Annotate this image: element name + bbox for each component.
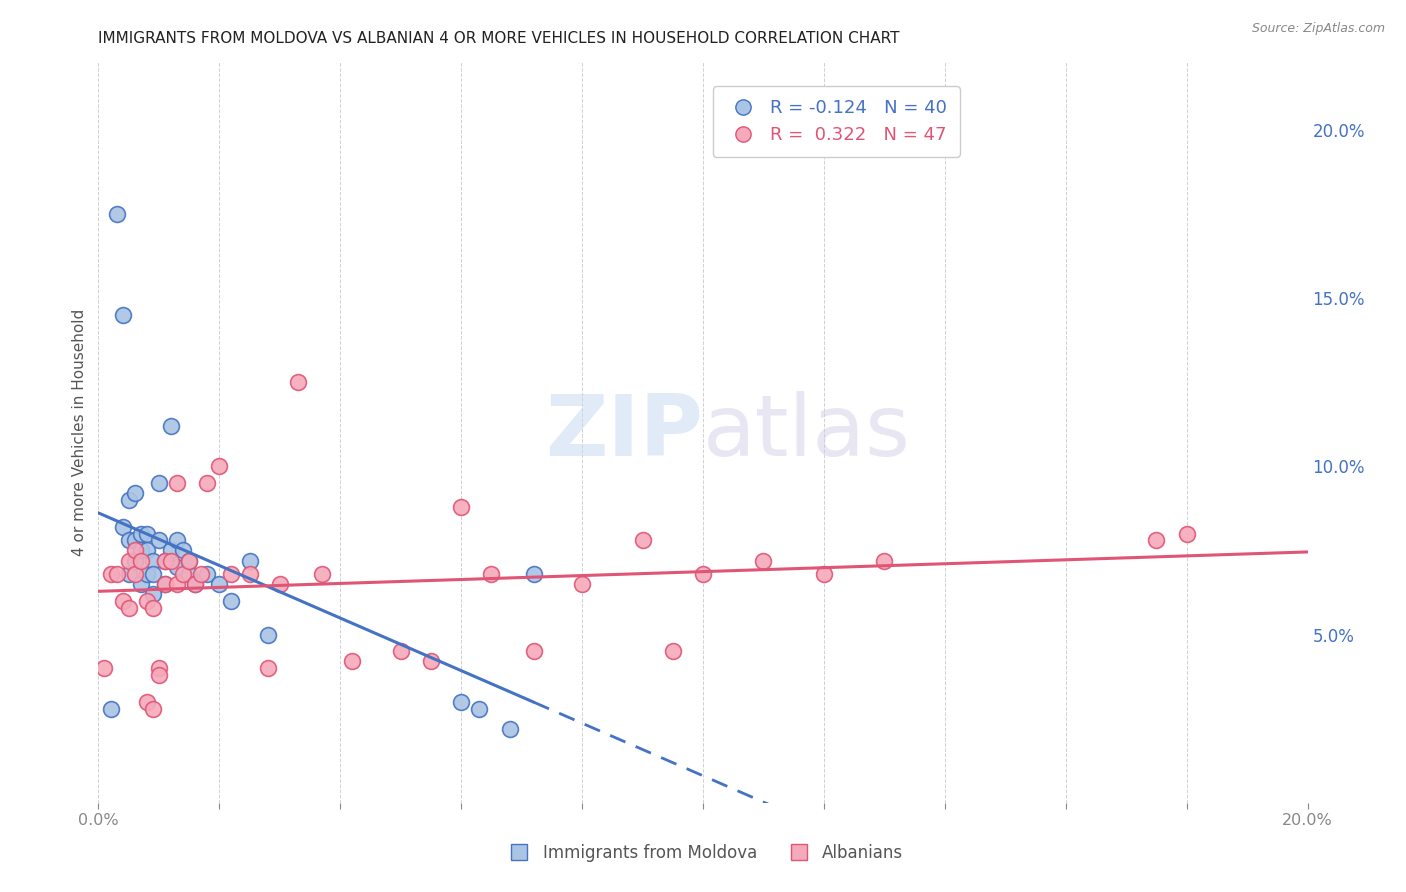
Point [135,695,157,709]
Point [129,553,152,567]
Point [450,500,472,514]
Point [172,543,194,558]
Legend: Immigrants from Moldova, Albanians: Immigrants from Moldova, Albanians [496,838,910,869]
Point [256,661,278,675]
Point [111,308,134,322]
Point [105,566,128,581]
Text: atlas: atlas [703,391,911,475]
Point [752,553,775,567]
Point [221,566,243,581]
Point [873,553,896,567]
Point [148,668,170,682]
Point [148,533,170,548]
Point [179,553,201,567]
Point [160,553,183,567]
Point [142,600,165,615]
Point [135,543,157,558]
Point [195,566,218,581]
Point [129,526,152,541]
Point [124,566,146,581]
Point [111,520,134,534]
Point [135,526,157,541]
Point [118,566,141,581]
Point [179,566,201,581]
Point [1144,533,1167,548]
Point [166,560,188,574]
Y-axis label: 4 or more Vehicles in Household: 4 or more Vehicles in Household [72,309,87,557]
Point [208,577,231,591]
Point [166,476,188,491]
Point [523,644,546,658]
Point [129,577,152,591]
Point [153,577,176,591]
Point [100,701,122,715]
Point [142,553,165,567]
Point [166,533,188,548]
Point [148,476,170,491]
Point [118,492,141,507]
Point [692,566,714,581]
Point [239,553,262,567]
Point [153,553,176,567]
Point [420,655,443,669]
Point [124,543,146,558]
Point [124,553,146,567]
Point [142,566,165,581]
Point [1175,526,1198,541]
Text: IMMIGRANTS FROM MOLDOVA VS ALBANIAN 4 OR MORE VEHICLES IN HOUSEHOLD CORRELATION : IMMIGRANTS FROM MOLDOVA VS ALBANIAN 4 OR… [98,31,900,46]
Point [239,566,262,581]
Point [142,587,165,601]
Text: Source: ZipAtlas.com: Source: ZipAtlas.com [1251,22,1385,36]
Point [166,577,188,591]
Point [195,476,218,491]
Point [100,566,122,581]
Point [118,600,141,615]
Point [142,701,165,715]
Point [523,566,546,581]
Point [389,644,412,658]
Point [468,701,491,715]
Point [135,594,157,608]
Point [311,566,333,581]
Point [571,577,593,591]
Point [160,418,183,433]
Point [148,661,170,675]
Point [450,695,472,709]
Point [256,627,278,641]
Point [124,486,146,500]
Point [118,553,141,567]
Point [342,655,364,669]
Point [153,577,176,591]
Point [124,533,146,548]
Point [93,661,115,675]
Point [813,566,835,581]
Point [160,543,183,558]
Point [135,566,157,581]
Point [631,533,654,548]
Point [287,375,309,389]
Point [208,459,231,474]
Point [661,644,683,658]
Point [105,207,128,221]
Point [269,577,291,591]
Point [481,566,503,581]
Point [129,543,152,558]
Point [221,594,243,608]
Text: ZIP: ZIP [546,391,703,475]
Point [184,577,207,591]
Point [179,553,201,567]
Point [172,566,194,581]
Point [118,533,141,548]
Point [111,594,134,608]
Point [184,577,207,591]
Point [498,722,520,736]
Point [190,566,212,581]
Point [153,553,176,567]
